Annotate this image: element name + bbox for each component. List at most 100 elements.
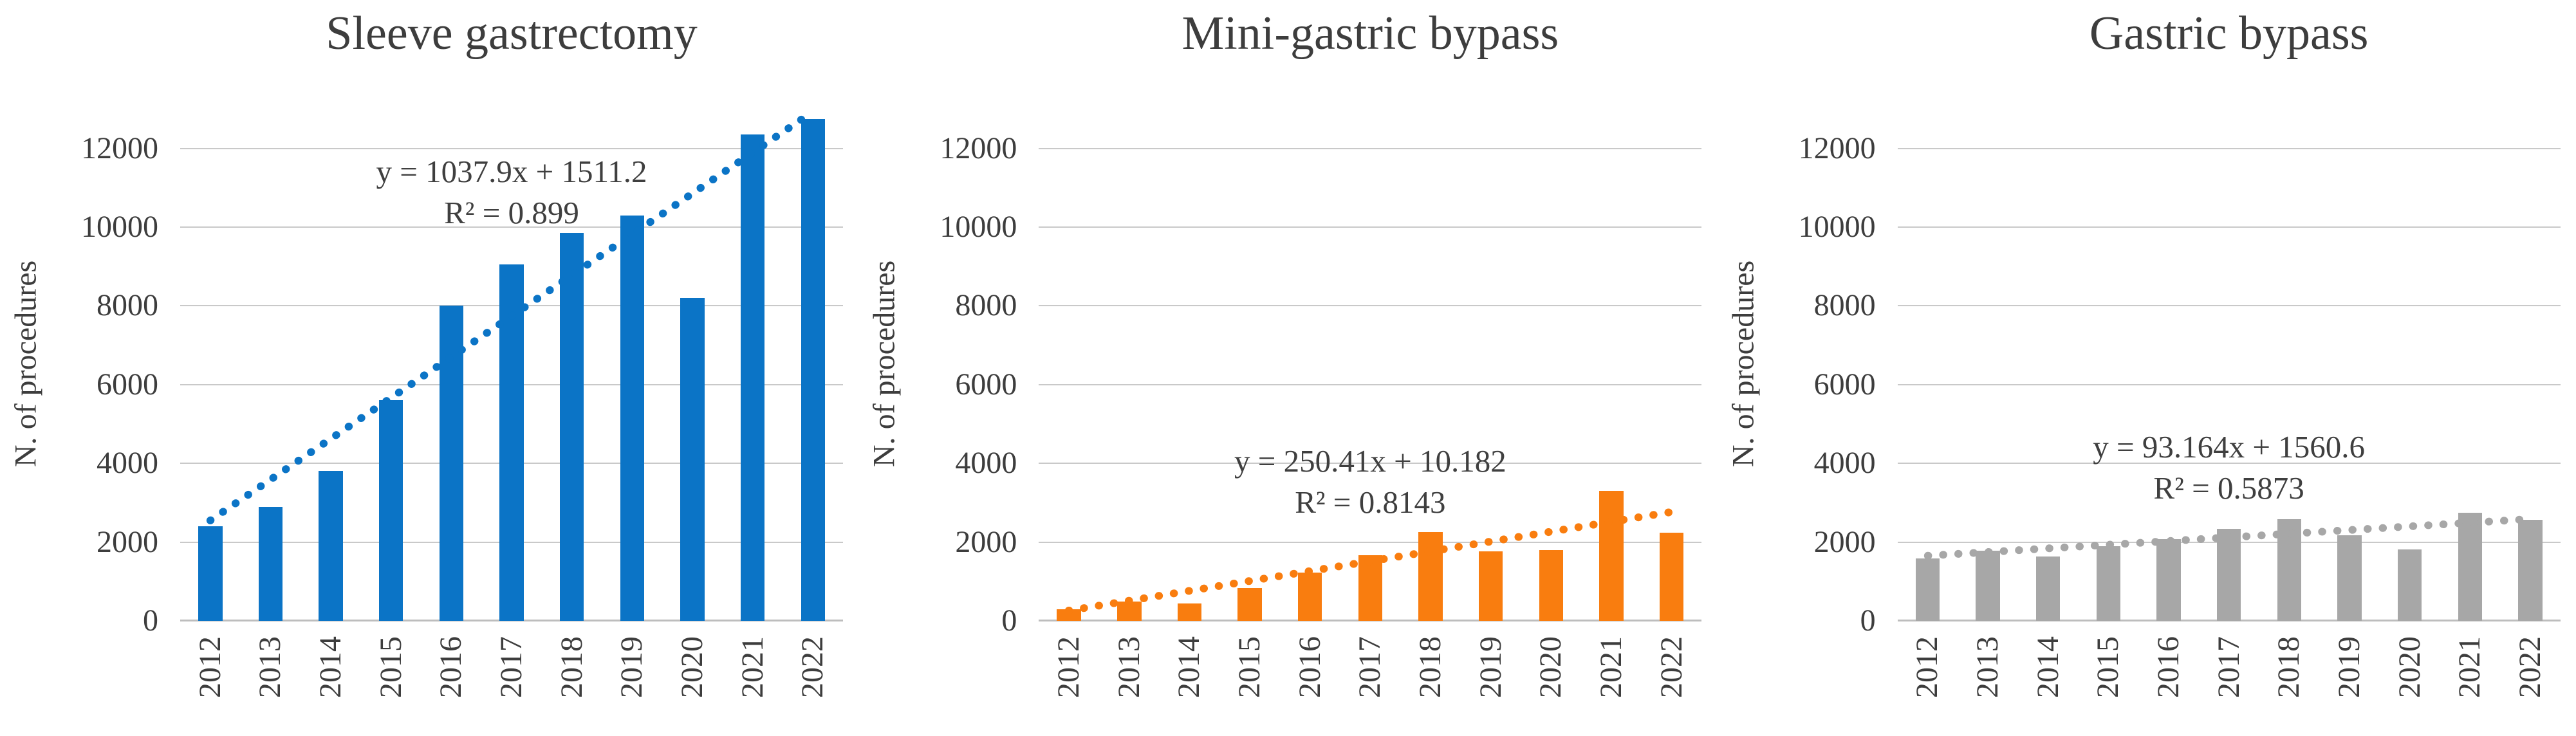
bar-2016 xyxy=(1297,572,1322,621)
x-tick-label: 2015 xyxy=(1232,636,1267,698)
bar-2016 xyxy=(2156,538,2181,621)
x-slot: 2013 xyxy=(1958,636,2018,736)
bar-2019 xyxy=(1478,551,1503,621)
y-axis-ticks: 0 2000 4000 6000 8000 10000 12000 xyxy=(910,106,1039,636)
x-tick-label: 2013 xyxy=(1970,636,2005,698)
x-slot: 2013 xyxy=(1099,636,1160,736)
bar-slot xyxy=(1898,106,1958,621)
gridline xyxy=(1039,541,1702,543)
bar-slot xyxy=(783,106,843,621)
bar-slot xyxy=(1461,106,1521,621)
x-tick-label: 2021 xyxy=(735,636,770,698)
bar-2012 xyxy=(198,526,223,621)
x-slot: 2014 xyxy=(1160,636,1220,736)
x-tick-label: 2012 xyxy=(1910,636,1945,698)
bar-slot xyxy=(1521,106,1581,621)
y-tick-label: 6000 xyxy=(955,367,1017,401)
x-axis-ticks: 2012 2013 2014 2015 2016 2017 2018 2019 2020 2021… xyxy=(1898,621,2561,736)
bar-2015 xyxy=(379,400,403,621)
x-slot: 2020 xyxy=(2380,636,2440,736)
bar-slot xyxy=(1581,106,1642,621)
bar-2017 xyxy=(499,264,524,621)
y-tick-label: 4000 xyxy=(955,446,1017,481)
x-tick-label: 2018 xyxy=(2272,636,2306,698)
bar-slot xyxy=(1219,106,1280,621)
bar-slot xyxy=(1160,106,1220,621)
bar-2021 xyxy=(740,134,765,621)
bar-2020 xyxy=(2397,549,2422,621)
x-tick-label: 2021 xyxy=(2452,636,2487,698)
x-tick-label: 2017 xyxy=(1353,636,1387,698)
x-slot: 2012 xyxy=(1039,636,1099,736)
bar-slot xyxy=(2199,106,2259,621)
bar-2022 xyxy=(801,118,825,621)
x-slot: 2016 xyxy=(2138,636,2199,736)
gridline xyxy=(180,147,843,149)
x-slot: 2016 xyxy=(422,636,482,736)
bar-2022 xyxy=(2518,519,2543,621)
x-slot: 2016 xyxy=(1280,636,1340,736)
plot-area: y = 93.164x + 1560.6 R² = 0.5873 xyxy=(1897,106,2561,621)
chart-panel-sleeve-gastrectomy: Sleeve gastrectomy N. of procedures 0 200… xyxy=(0,0,858,736)
x-slot: 2021 xyxy=(723,636,783,736)
bar-slot xyxy=(241,106,301,621)
bar-2015 xyxy=(2096,546,2121,621)
x-tick-label: 2015 xyxy=(373,636,408,698)
gridline xyxy=(1039,226,1702,228)
x-tick-label: 2018 xyxy=(554,636,589,698)
x-tick-label: 2016 xyxy=(434,636,468,698)
r-squared-line: R² = 0.8143 xyxy=(1295,484,1446,520)
gridline xyxy=(1897,305,2561,307)
bar-slot xyxy=(1642,106,1702,621)
x-tick-label: 2016 xyxy=(2151,636,2186,698)
bar-slot xyxy=(361,106,422,621)
y-tick-label: 8000 xyxy=(1813,288,1876,323)
bar-slot xyxy=(1340,106,1401,621)
bar-slot xyxy=(2079,106,2139,621)
y-tick-label: 0 xyxy=(143,603,158,638)
bar-2019 xyxy=(2337,535,2362,621)
x-slot: 2022 xyxy=(783,636,843,736)
y-tick-label: 4000 xyxy=(97,446,158,481)
x-slot: 2018 xyxy=(542,636,602,736)
x-tick-label: 2018 xyxy=(1413,636,1447,698)
x-slot: 2013 xyxy=(241,636,301,736)
chart-panel-gastric-bypass: Gastric bypass N. of procedures 0 2000 400… xyxy=(1718,0,2576,736)
chart-panel-mini-gastric-bypass: Mini-gastric bypass N. of procedures 0 20… xyxy=(858,0,1717,736)
bar-2020 xyxy=(680,298,705,621)
y-tick-label: 12000 xyxy=(1798,131,1876,165)
x-slot: 2019 xyxy=(2319,636,2380,736)
bar-2017 xyxy=(1358,555,1383,621)
x-slot: 2014 xyxy=(2018,636,2079,736)
y-axis-label: N. of procedures xyxy=(867,260,902,467)
x-slot: 2018 xyxy=(2259,636,2320,736)
y-tick-label: 4000 xyxy=(1813,446,1876,481)
bar-slot xyxy=(481,106,542,621)
bar-2012 xyxy=(1057,609,1081,621)
x-slot: 2022 xyxy=(1642,636,1702,736)
gridline xyxy=(1039,147,1702,149)
x-axis-ticks: 2012 2013 2014 2015 2016 2017 2018 2019 2020 2021… xyxy=(180,621,843,736)
x-tick-label: 2013 xyxy=(253,636,288,698)
bar-2018 xyxy=(559,233,584,621)
bar-2015 xyxy=(1237,588,1262,621)
r-squared-line: R² = 0.899 xyxy=(444,195,579,230)
x-tick-label: 2016 xyxy=(1292,636,1327,698)
x-slot: 2019 xyxy=(602,636,662,736)
bar-slot xyxy=(2380,106,2440,621)
trendline-dots xyxy=(206,107,817,524)
trendline xyxy=(206,107,817,524)
y-axis-label: N. of procedures xyxy=(1726,260,1761,467)
bar-slot xyxy=(1958,106,2018,621)
bar-slot xyxy=(1039,106,1099,621)
bar-2013 xyxy=(258,506,283,621)
x-slot: 2021 xyxy=(1581,636,1642,736)
bar-slot xyxy=(2440,106,2500,621)
bar-series xyxy=(1039,106,1701,621)
y-tick-label: 8000 xyxy=(97,288,158,323)
chart-title: Mini-gastric bypass xyxy=(1181,7,1559,60)
bar-2018 xyxy=(1418,532,1443,621)
x-tick-label: 2012 xyxy=(1052,636,1086,698)
x-slot: 2015 xyxy=(1219,636,1280,736)
